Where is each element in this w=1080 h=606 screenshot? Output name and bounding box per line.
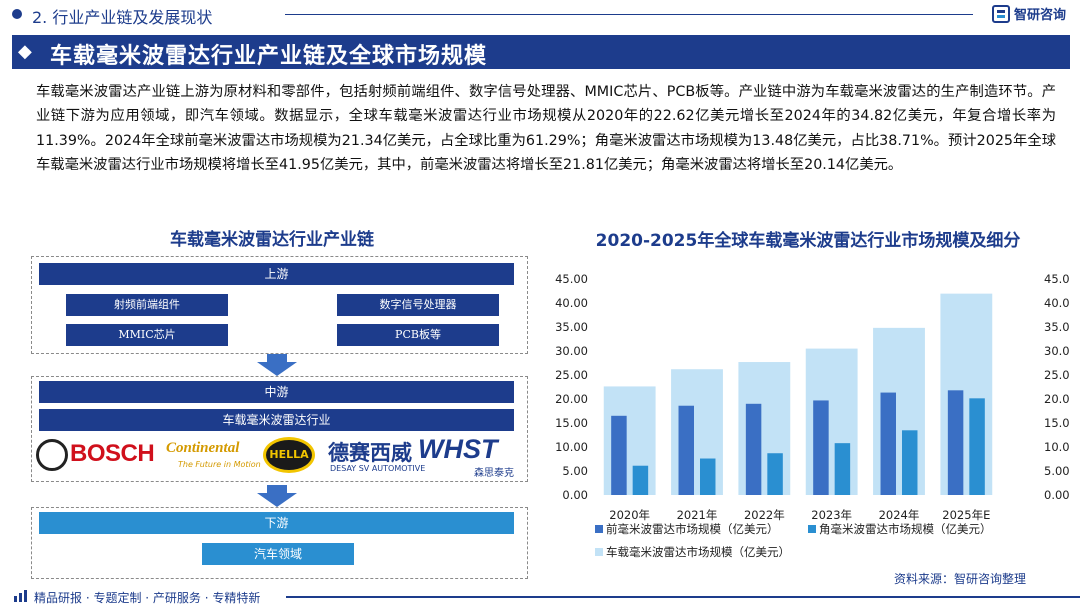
- desay-logo-subtitle: DESAY SV AUTOMOTIVE: [330, 464, 426, 473]
- upstream-item: 数字信号处理器: [337, 294, 499, 316]
- bar-front-radar: [947, 390, 964, 495]
- x-tick-label: 2024年: [879, 508, 920, 522]
- bar-front-radar: [745, 403, 762, 495]
- whst-logo-subtitle: 森思泰克: [474, 468, 514, 479]
- upstream-item: PCB板等: [337, 324, 499, 346]
- y-tick-label: 45.00: [555, 272, 588, 286]
- diamond-icon: ◆: [18, 41, 32, 62]
- hella-logo-icon: [263, 437, 315, 473]
- bosch-logo-icon: [36, 439, 68, 471]
- down-arrow-icon: [257, 354, 297, 376]
- bar-front-radar: [880, 392, 896, 495]
- bar-front-radar: [813, 400, 829, 495]
- y-tick-label: 40.00: [555, 296, 588, 310]
- brand-name: 智研咨询: [1013, 8, 1066, 23]
- brand-logo: 智研咨询: [991, 4, 1066, 23]
- y-tick-label: 5.00: [562, 464, 588, 478]
- y2-tick-label: 10.00: [1044, 440, 1070, 454]
- y2-tick-label: 35.00: [1044, 320, 1070, 334]
- bar-front-radar: [678, 405, 694, 495]
- footer-text: 精品研报 · 专题定制 · 产研服务 · 专精特新: [34, 591, 261, 605]
- bar-corner-radar: [700, 458, 716, 495]
- chart-title: 2020-2025年全球车载毫米波雷达行业市场规模及细分: [595, 231, 1021, 251]
- legend-label: 前毫米波雷达市场规模（亿美元）: [606, 522, 779, 536]
- bar-front-radar: [611, 415, 627, 495]
- description-text: 车载毫米波雷达产业链上游为原材料和零部件，包括射频前端组件、数字信号处理器、MM…: [36, 84, 1056, 174]
- y2-tick-label: 25.00: [1044, 368, 1070, 382]
- y-tick-label: 35.00: [555, 320, 588, 334]
- midstream-frame: [31, 376, 528, 482]
- y-tick-label: 30.00: [555, 344, 588, 358]
- legend-swatch: [595, 548, 603, 556]
- bar-corner-radar: [834, 443, 851, 495]
- midstream-item: 车载毫米波雷达行业: [39, 409, 514, 431]
- footer-divider: [286, 596, 1080, 598]
- upstream-header: 上游: [39, 263, 514, 285]
- chain-title: 车载毫米波雷达行业产业链: [170, 230, 374, 250]
- legend-label: 角毫米波雷达市场规模（亿美元）: [819, 522, 992, 536]
- bar-corner-radar: [969, 398, 985, 495]
- y-tick-label: 25.00: [555, 368, 588, 382]
- x-tick-label: 2022年: [744, 508, 785, 522]
- section-title: 2. 行业产业链及发展现状: [32, 8, 213, 27]
- market-size-chart: 0.00 5.00 10.00 15.00 20.00 25.00 30.00 35.00 40…: [555, 272, 1070, 559]
- bar-corner-radar: [632, 465, 649, 495]
- continental-tagline: The Future in Motion: [178, 460, 261, 469]
- y2-tick-label: 20.00: [1044, 392, 1070, 406]
- x-tick-label: 2025年E: [942, 508, 990, 522]
- y2-tick-label: 0.00: [1044, 488, 1070, 502]
- upstream-item: MMIC芯片: [66, 324, 228, 346]
- brand-mark-icon: [991, 4, 1010, 23]
- whst-logo: WHST: [418, 434, 498, 464]
- upstream-item: 射频前端组件: [66, 294, 228, 316]
- midstream-header: 中游: [39, 381, 514, 403]
- footer: 精品研报 · 专题定制 · 产研服务 · 专精特新: [0, 587, 1080, 606]
- legend-label: 车载毫米波雷达市场规模（亿美元）: [606, 545, 790, 559]
- legend-swatch: [808, 525, 816, 533]
- title-banner: ◆ 车载毫米波雷达行业产业链及全球市场规模: [12, 35, 1070, 69]
- legend-swatch: [595, 525, 603, 533]
- y-tick-label: 20.00: [555, 392, 588, 406]
- y2-tick-label: 5.00: [1044, 464, 1070, 478]
- upstream-frame: [31, 256, 528, 354]
- x-tick-label: 2023年: [811, 508, 852, 522]
- bosch-logo: BOSCH: [70, 440, 155, 467]
- page-title: 车载毫米波雷达行业产业链及全球市场规模: [50, 44, 488, 69]
- downstream-header: 下游: [39, 512, 514, 534]
- hella-logo: HELLA: [269, 448, 309, 461]
- y-tick-label: 15.00: [555, 416, 588, 430]
- y-tick-label: 10.00: [555, 440, 588, 454]
- x-tick-label: 2021年: [677, 508, 718, 522]
- down-arrow-icon: [257, 485, 297, 507]
- x-tick-label: 2020年: [609, 508, 650, 522]
- source-note: 资料来源：智研咨询整理: [894, 572, 1027, 586]
- y2-tick-label: 40.00: [1044, 296, 1070, 310]
- continental-logo: Continental: [166, 440, 240, 456]
- divider: [285, 14, 973, 15]
- y2-tick-label: 30.00: [1044, 344, 1070, 358]
- top-bar: 2. 行业产业链及发展现状 智研咨询: [0, 0, 1080, 30]
- desay-logo: 德赛西威: [328, 441, 412, 465]
- bullet-icon: [12, 9, 22, 19]
- downstream-item: 汽车领域: [202, 543, 354, 565]
- bars-icon: [14, 590, 27, 602]
- bar-corner-radar: [902, 430, 918, 495]
- y2-tick-label: 15.00: [1044, 416, 1070, 430]
- bar-corner-radar: [767, 453, 783, 495]
- y2-tick-label: 45.00: [1044, 272, 1070, 286]
- downstream-frame: [31, 507, 528, 579]
- y-tick-label: 0.00: [562, 488, 588, 502]
